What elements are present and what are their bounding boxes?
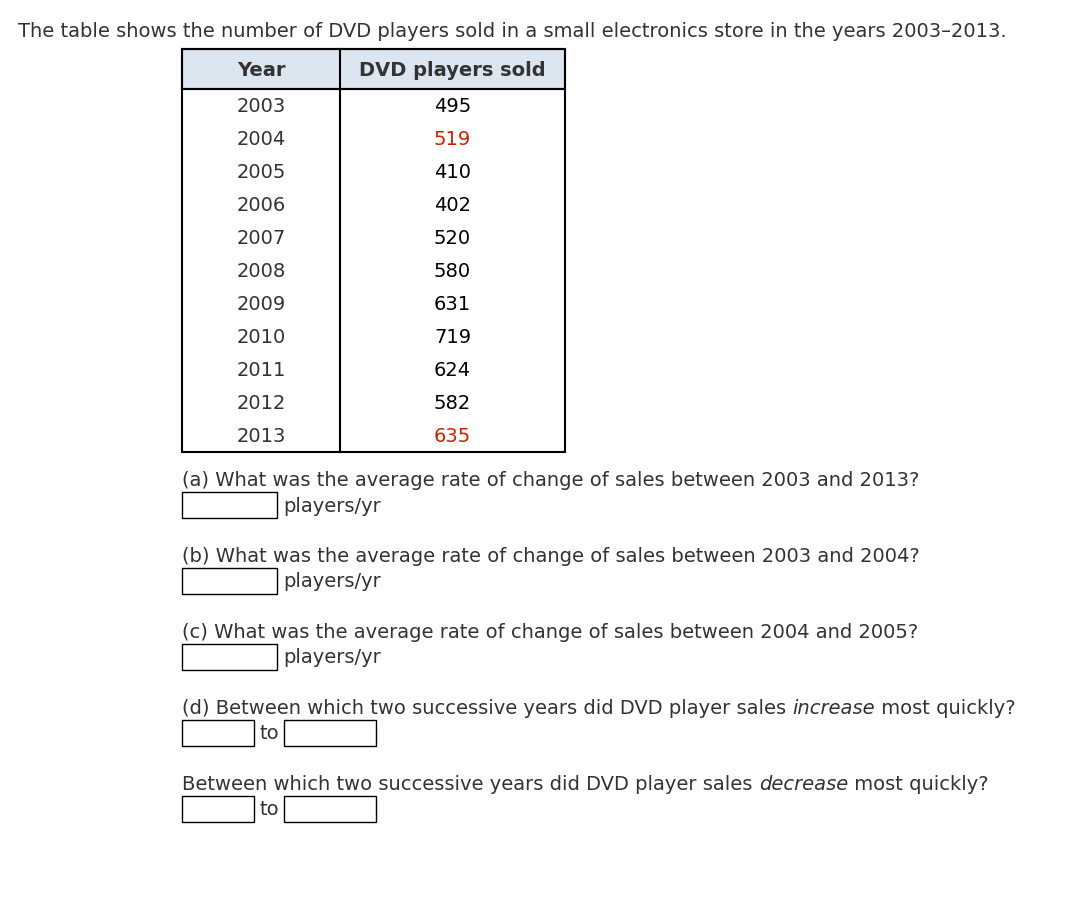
Text: 635: 635 [433, 426, 471, 445]
Text: 580: 580 [434, 262, 471, 281]
Text: 719: 719 [434, 328, 471, 347]
Text: increase: increase [793, 698, 875, 717]
Text: 2012: 2012 [236, 394, 286, 413]
Text: 2007: 2007 [236, 228, 286, 247]
Text: DVD players sold: DVD players sold [360, 61, 546, 79]
Text: 2003: 2003 [236, 97, 286, 116]
Bar [182, 50, 565, 452]
Text: 2010: 2010 [236, 328, 286, 347]
Text: players/yr: players/yr [282, 496, 381, 515]
Bar [182, 796, 254, 822]
Text: 495: 495 [433, 97, 471, 116]
Text: 2009: 2009 [236, 294, 286, 313]
Text: 631: 631 [434, 294, 471, 313]
Bar [182, 721, 254, 746]
Text: (c) What was the average rate of change of sales between 2004 and 2005?: (c) What was the average rate of change … [182, 622, 918, 641]
Text: 2013: 2013 [236, 426, 286, 445]
Text: 519: 519 [433, 130, 471, 149]
Text: 2004: 2004 [236, 130, 286, 149]
Text: players/yr: players/yr [282, 572, 381, 591]
Bar [182, 50, 565, 90]
Text: (a) What was the average rate of change of sales between 2003 and 2013?: (a) What was the average rate of change … [182, 470, 919, 489]
Bar [284, 721, 376, 746]
Bar [182, 492, 277, 518]
Text: (d) Between which two successive years did DVD player sales: (d) Between which two successive years d… [182, 698, 793, 717]
Text: 410: 410 [434, 163, 471, 182]
Text: Between which two successive years did DVD player sales: Between which two successive years did D… [182, 774, 759, 793]
Text: Year: Year [236, 61, 286, 79]
Bar [284, 796, 376, 822]
Text: 2006: 2006 [236, 196, 286, 215]
Text: most quickly?: most quickly? [847, 774, 989, 793]
Text: 2008: 2008 [236, 262, 286, 281]
Text: The table shows the number of DVD players sold in a small electronics store in t: The table shows the number of DVD player… [18, 22, 1007, 41]
Text: decrease: decrease [759, 774, 847, 793]
Bar [182, 644, 277, 670]
Text: 624: 624 [434, 360, 471, 379]
Text: (b) What was the average rate of change of sales between 2003 and 2004?: (b) What was the average rate of change … [182, 546, 920, 565]
Text: 2005: 2005 [236, 163, 286, 182]
Text: 582: 582 [433, 394, 471, 413]
Text: most quickly?: most quickly? [875, 698, 1015, 717]
Text: players/yr: players/yr [282, 647, 381, 666]
Text: 2011: 2011 [236, 360, 286, 379]
Bar [182, 568, 277, 594]
Text: 402: 402 [434, 196, 471, 215]
Text: to: to [260, 723, 279, 742]
Text: to: to [260, 800, 279, 819]
Text: 520: 520 [434, 228, 471, 247]
